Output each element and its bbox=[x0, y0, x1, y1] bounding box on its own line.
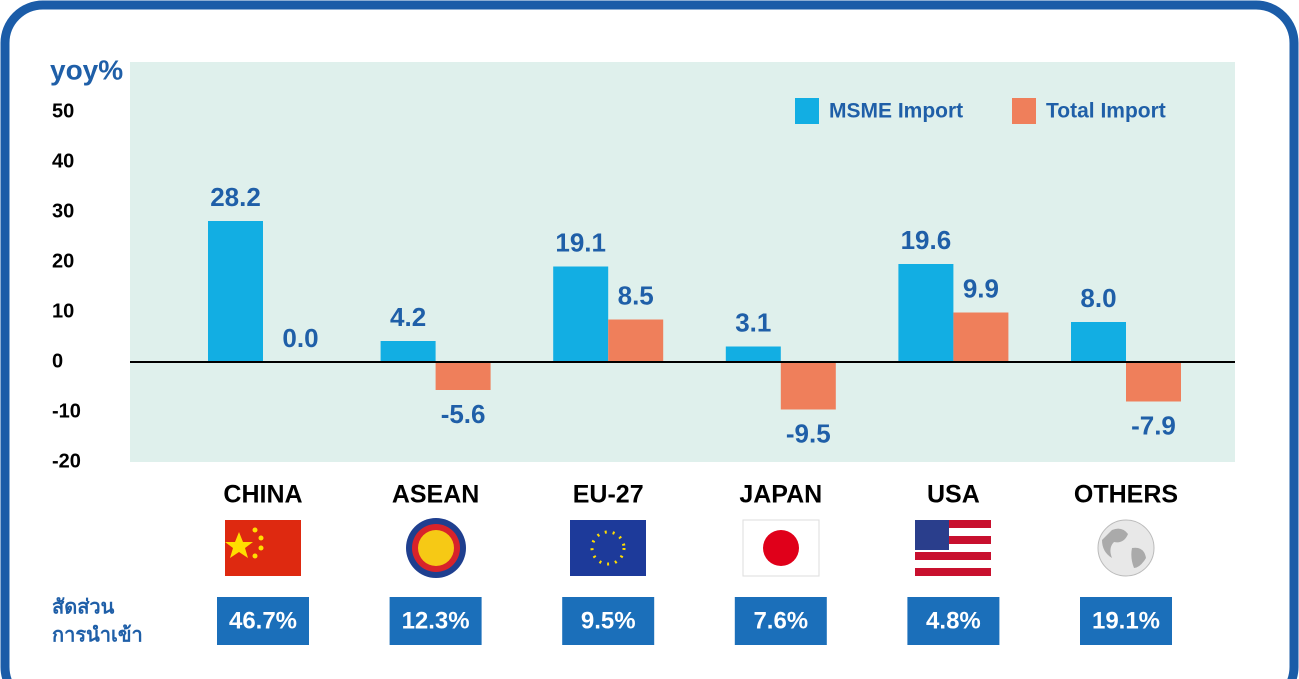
value-label: 19.6 bbox=[901, 225, 952, 255]
x-tick-label: CHINA bbox=[223, 481, 302, 509]
value-label: 9.9 bbox=[963, 273, 999, 303]
y-tick-label: 30 bbox=[52, 200, 74, 222]
flag-china bbox=[225, 520, 301, 576]
share-label: 12.3% bbox=[402, 607, 470, 634]
x-tick-label: EU-27 bbox=[573, 481, 644, 509]
y-tick-label: -20 bbox=[52, 450, 81, 472]
legend-label: Total Import bbox=[1046, 100, 1166, 123]
value-label: 8.5 bbox=[618, 280, 654, 310]
share-box bbox=[1080, 597, 1172, 645]
y-tick-label: 10 bbox=[52, 300, 74, 322]
globe bbox=[1097, 519, 1155, 577]
value-label: 8.0 bbox=[1080, 283, 1116, 313]
value-label: -5.6 bbox=[441, 399, 486, 429]
bar bbox=[780, 362, 836, 410]
bar bbox=[953, 312, 1009, 362]
x-tick-label: JAPAN bbox=[739, 481, 822, 509]
bar bbox=[1126, 362, 1181, 402]
bar bbox=[898, 264, 954, 362]
value-label: 28.2 bbox=[210, 182, 261, 212]
y-axis-label: yoy% bbox=[50, 54, 123, 85]
bar bbox=[608, 319, 664, 362]
value-label: 19.1 bbox=[555, 227, 606, 257]
value-label: 4.2 bbox=[390, 302, 426, 332]
bar bbox=[380, 341, 436, 362]
x-tick-label: USA bbox=[927, 481, 980, 509]
y-tick-label: 50 bbox=[52, 100, 74, 122]
y-tick-label: 0 bbox=[52, 350, 63, 372]
legend-swatch bbox=[1012, 98, 1036, 124]
legend-swatch bbox=[795, 98, 819, 124]
share-title: สัดส่วน bbox=[52, 596, 115, 618]
share-label: 7.6% bbox=[753, 607, 808, 634]
share-title: การนำเข้า bbox=[52, 623, 143, 646]
value-label: -7.9 bbox=[1131, 410, 1176, 440]
flag-eu bbox=[570, 520, 646, 576]
share-label: 46.7% bbox=[229, 607, 297, 634]
share-label: 19.1% bbox=[1092, 607, 1160, 634]
y-tick-label: -10 bbox=[52, 400, 81, 422]
flag-asean bbox=[406, 518, 466, 578]
x-tick-label: OTHERS bbox=[1074, 481, 1178, 509]
bar bbox=[435, 362, 491, 390]
share-box bbox=[389, 597, 482, 645]
share-box bbox=[907, 597, 1000, 645]
value-label: 0.0 bbox=[282, 323, 318, 353]
x-tick-label: ASEAN bbox=[392, 481, 480, 509]
legend-label: MSME Import bbox=[829, 100, 963, 123]
plot-area bbox=[130, 62, 1235, 462]
share-label: 4.8% bbox=[926, 607, 981, 634]
bar bbox=[1071, 322, 1126, 362]
y-tick-label: 20 bbox=[52, 250, 74, 272]
value-label: 3.1 bbox=[735, 307, 771, 337]
share-box bbox=[217, 597, 309, 645]
bar bbox=[208, 221, 263, 362]
value-label: -9.5 bbox=[786, 418, 831, 448]
share-box bbox=[562, 597, 655, 645]
flag-usa bbox=[915, 520, 991, 576]
share-box bbox=[734, 597, 827, 645]
bar bbox=[553, 266, 609, 362]
y-tick-label: 40 bbox=[52, 150, 74, 172]
flag-japan bbox=[742, 519, 820, 577]
share-label: 9.5% bbox=[581, 607, 636, 634]
bar bbox=[725, 346, 781, 362]
